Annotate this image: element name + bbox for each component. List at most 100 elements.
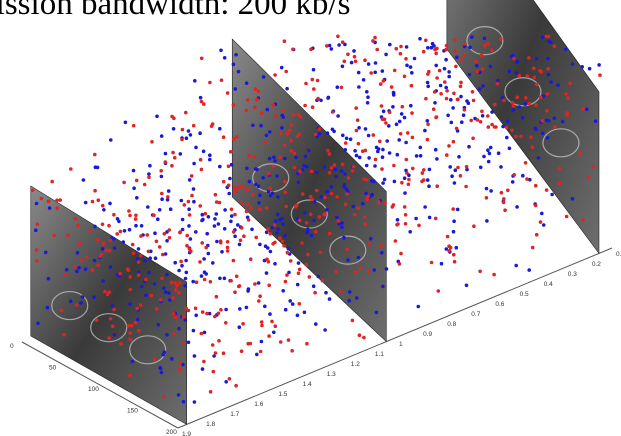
point-red: [96, 198, 101, 202]
x-tick-label: 1.5: [278, 391, 287, 398]
point-blue: [131, 168, 136, 173]
point-red: [284, 204, 288, 209]
point-blue: [380, 251, 384, 255]
point-blue: [100, 247, 105, 251]
point-red: [238, 238, 243, 243]
point-red: [214, 294, 219, 299]
point-blue: [336, 114, 340, 118]
point-red: [406, 182, 411, 187]
point-blue: [515, 205, 519, 209]
point-blue: [325, 131, 330, 135]
point-blue: [147, 270, 151, 275]
point-blue: [180, 227, 185, 232]
point-blue: [404, 45, 409, 49]
point-red: [180, 341, 185, 345]
point-blue: [272, 330, 276, 335]
point-blue: [418, 154, 423, 158]
point-blue: [465, 167, 469, 172]
point-blue: [357, 155, 362, 160]
point-blue: [511, 108, 516, 112]
point-red: [544, 188, 549, 192]
point-red: [366, 270, 371, 274]
point-red: [581, 218, 585, 222]
point-blue: [366, 62, 371, 66]
point-red: [135, 306, 139, 311]
point-red: [298, 218, 302, 223]
point-red: [322, 213, 326, 217]
point-blue: [188, 133, 193, 137]
point-blue: [193, 79, 197, 83]
point-red: [289, 148, 294, 153]
point-blue: [122, 229, 127, 233]
point-blue: [332, 129, 336, 134]
point-red: [397, 262, 402, 266]
point-red: [326, 148, 330, 153]
point-blue: [534, 56, 539, 61]
point-red: [149, 293, 154, 298]
point-red: [486, 125, 491, 129]
point-blue: [382, 177, 387, 182]
point-blue: [275, 231, 279, 235]
point-blue: [482, 36, 487, 41]
point-blue: [222, 56, 227, 60]
image-plane-1: [30, 185, 187, 425]
point-red: [268, 231, 273, 236]
point-blue: [123, 120, 128, 125]
point-red: [221, 135, 226, 139]
point-red: [128, 373, 132, 378]
point-blue: [121, 240, 126, 244]
point-red: [320, 278, 325, 283]
point-red: [200, 241, 204, 245]
point-red: [458, 84, 463, 89]
point-blue: [300, 168, 305, 172]
point-blue: [183, 318, 187, 322]
point-red: [199, 167, 204, 172]
point-blue: [540, 131, 545, 136]
image-plane-wheel: [329, 235, 367, 265]
point-blue: [179, 198, 184, 203]
point-blue: [192, 161, 196, 166]
point-red: [453, 38, 457, 42]
point-red: [255, 97, 259, 102]
point-red: [175, 284, 179, 288]
point-red: [237, 284, 242, 288]
point-red: [263, 140, 268, 145]
point-blue: [395, 218, 400, 222]
point-red: [454, 126, 459, 131]
point-red: [184, 306, 189, 311]
point-blue: [597, 63, 601, 67]
point-blue: [306, 227, 310, 231]
point-blue: [373, 164, 377, 168]
point-red: [225, 249, 230, 253]
point-blue: [295, 282, 300, 287]
point-red: [317, 127, 322, 131]
point-red: [309, 47, 313, 52]
point-red: [145, 233, 150, 237]
point-red: [270, 319, 274, 324]
point-blue: [43, 250, 48, 255]
point-blue: [388, 42, 392, 47]
point-red: [103, 289, 107, 294]
point-red: [402, 74, 407, 79]
point-red: [285, 273, 289, 277]
point-blue: [329, 47, 334, 51]
point-blue: [224, 380, 228, 384]
point-red: [452, 259, 457, 264]
point-red: [234, 383, 238, 388]
point-blue: [356, 255, 361, 260]
point-blue: [487, 151, 492, 156]
point-blue: [560, 119, 565, 124]
point-red: [339, 85, 344, 90]
point-blue: [68, 299, 73, 304]
point-red: [444, 96, 449, 101]
point-red: [305, 341, 309, 346]
point-blue: [444, 57, 448, 62]
point-red: [527, 101, 531, 106]
point-blue: [546, 72, 551, 77]
point-blue: [273, 262, 277, 266]
point-red: [365, 197, 370, 201]
point-red: [217, 200, 222, 205]
point-blue: [176, 393, 181, 397]
point-red: [136, 273, 141, 277]
point-blue: [218, 126, 222, 131]
